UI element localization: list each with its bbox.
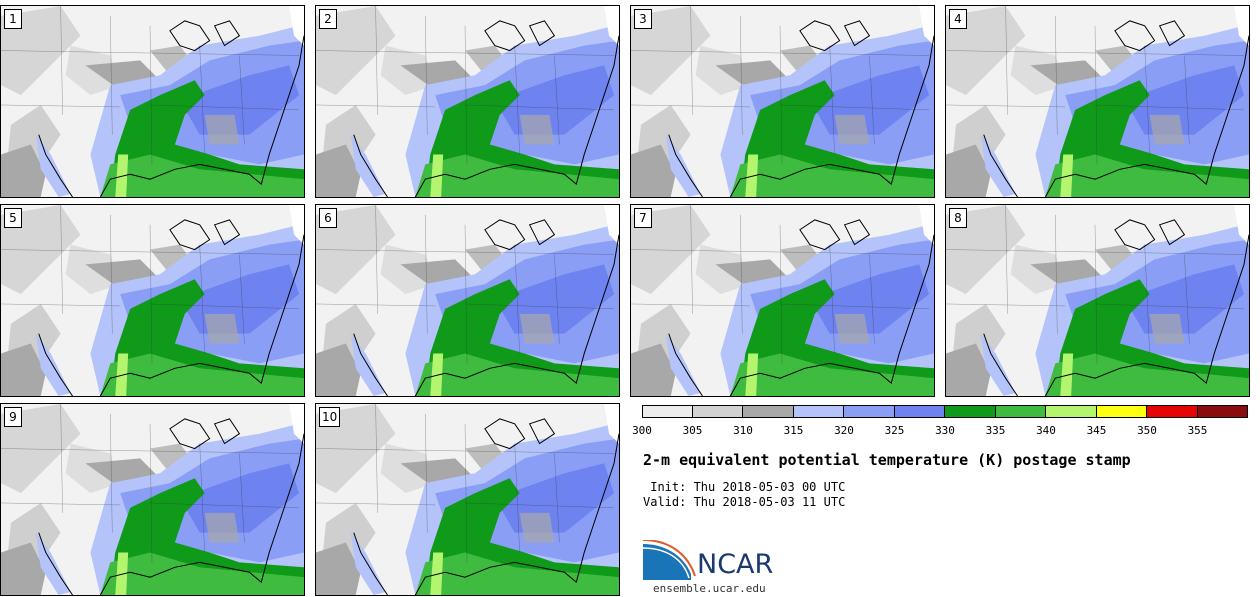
member-number-label: 10	[319, 407, 341, 427]
member-panel: 7	[630, 204, 935, 397]
colorbar-tick-label: 305	[682, 424, 703, 437]
ncar-logo-icon	[643, 540, 696, 580]
colorbar-tick-label: 315	[783, 424, 804, 437]
init-time-text: Init: Thu 2018-05-03 00 UTC	[643, 480, 846, 494]
colorbar-tick-label: 320	[834, 424, 854, 437]
member-number-label: 3	[634, 9, 652, 29]
colorbar: 300 305 310 315 320 325 330 335 340 345 350 355	[632, 405, 1248, 445]
ensemble-member-map	[316, 404, 619, 595]
ensemble-member-map	[1, 404, 304, 595]
colorbar-tick-label: 310	[733, 424, 753, 437]
member-number-label: 6	[319, 208, 337, 228]
colorbar-swatch	[642, 405, 693, 418]
colorbar-tick-label: 335	[985, 424, 1006, 437]
member-number-label: 8	[949, 208, 967, 228]
colorbar-tick-label: 350	[1137, 424, 1157, 437]
plot-title: 2-m equivalent potential temperature (K)…	[643, 451, 1131, 469]
valid-time-text: Valid: Thu 2018-05-03 11 UTC	[643, 495, 846, 509]
colorbar-swatch	[692, 405, 743, 418]
colorbar-swatch	[995, 405, 1046, 418]
ensemble-member-map	[946, 6, 1249, 197]
colorbar-swatch	[1046, 405, 1097, 418]
colorbar-tick-label: 340	[1036, 424, 1056, 437]
member-panel: 8	[945, 204, 1250, 397]
member-number-label: 9	[4, 407, 22, 427]
colorbar-swatch	[743, 405, 794, 418]
member-panel: 1	[0, 5, 305, 198]
member-number-label: 2	[319, 9, 337, 29]
colorbar-swatch	[1197, 405, 1248, 418]
ensemble-member-map	[631, 205, 934, 396]
ensemble-url: ensemble.ucar.edu	[653, 582, 766, 595]
member-number-label: 4	[949, 9, 967, 29]
colorbar-swatch	[793, 405, 844, 418]
colorbar-swatch	[1147, 405, 1198, 418]
member-panel: 9	[0, 403, 305, 596]
member-number-label: 7	[634, 208, 652, 228]
member-number-label: 5	[4, 208, 22, 228]
colorbar-swatch	[844, 405, 895, 418]
ensemble-member-map	[316, 205, 619, 396]
member-panel: 5	[0, 204, 305, 397]
colorbar-tick-label: 300	[632, 424, 652, 437]
member-panel: 2	[315, 5, 620, 198]
colorbar-swatch	[945, 405, 996, 418]
ensemble-member-map	[1, 6, 304, 197]
colorbar-tick-label: 325	[884, 424, 905, 437]
colorbar-swatch	[1096, 405, 1147, 418]
member-panel: 10	[315, 403, 620, 596]
colorbar-tick-label: 345	[1086, 424, 1107, 437]
member-panel: 4	[945, 5, 1250, 198]
member-panel: 3	[630, 5, 935, 198]
ncar-logo-text: NCAR	[697, 549, 774, 580]
colorbar-tick-label: 355	[1187, 424, 1208, 437]
colorbar-swatch	[894, 405, 945, 418]
ensemble-member-map	[1, 205, 304, 396]
member-panel: 6	[315, 204, 620, 397]
ensemble-member-map	[631, 6, 934, 197]
ensemble-member-map	[946, 205, 1249, 396]
ensemble-member-map	[316, 6, 619, 197]
member-number-label: 1	[4, 9, 22, 29]
colorbar-tick-label: 330	[935, 424, 955, 437]
